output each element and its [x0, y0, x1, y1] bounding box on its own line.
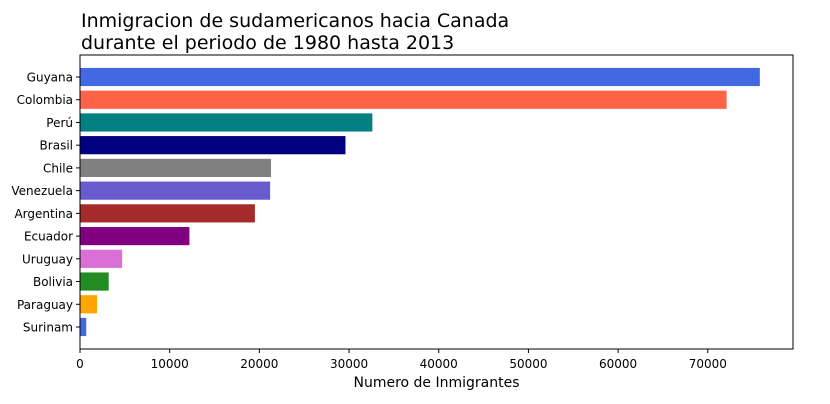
x-tick-label: 60000	[599, 357, 637, 371]
chart-title-line-2: durante el periodo de 1980 hasta 2013	[81, 32, 454, 54]
y-tick-labels: Guyana Colombia Perú Brasil Chile Venezuela Ar…	[11, 71, 80, 335]
bar-uruguay	[80, 249, 123, 268]
y-tick-label-peru: Perú	[46, 116, 73, 130]
bar-surinam	[80, 317, 87, 337]
bar-bolivia	[80, 272, 109, 291]
y-tick-label-paraguay: Paraguay	[17, 298, 73, 312]
y-tick-label-surinam: Surinam	[23, 321, 73, 335]
bar-chile	[80, 158, 272, 177]
bar-brasil	[80, 136, 346, 155]
y-tick-label-colombia: Colombia	[17, 93, 73, 107]
bar-colombia	[80, 90, 727, 109]
y-tick-label-brasil: Brasil	[40, 139, 73, 153]
x-tick-group: 0 10000 20000 30000 40000 50000 60000 70000	[76, 349, 727, 371]
x-tick-label: 0	[76, 357, 84, 371]
bar-argentina	[80, 204, 255, 223]
y-tick-label-uruguay: Uruguay	[22, 252, 73, 266]
bar-venezuela	[80, 181, 271, 200]
bar-paraguay	[80, 295, 98, 314]
x-axis-label: Numero de Inmigrantes	[353, 375, 519, 391]
y-tick-label-argentina: Argentina	[14, 207, 73, 221]
x-tick-label: 50000	[509, 357, 547, 371]
bar-guyana	[80, 67, 760, 87]
x-tick-label: 30000	[330, 357, 368, 371]
x-tick-label: 70000	[689, 357, 727, 371]
plot-frame	[79, 54, 794, 350]
x-tick-label: 40000	[420, 357, 458, 371]
x-tick-label: 10000	[151, 357, 189, 371]
x-tick-label: 20000	[240, 357, 278, 371]
bar-ecuador	[80, 227, 190, 246]
chart-title-line-1: Inmigracion de sudamericanos hacia Canad…	[81, 10, 509, 32]
y-tick-label-venezuela: Venezuela	[11, 184, 73, 198]
y-tick-label-ecuador: Ecuador	[24, 230, 73, 244]
bar-group	[80, 67, 760, 337]
y-tick-label-bolivia: Bolivia	[33, 275, 73, 289]
y-tick-label-chile: Chile	[43, 161, 73, 175]
y-tick-label-guyana: Guyana	[27, 71, 73, 85]
bar-peru	[80, 113, 373, 132]
